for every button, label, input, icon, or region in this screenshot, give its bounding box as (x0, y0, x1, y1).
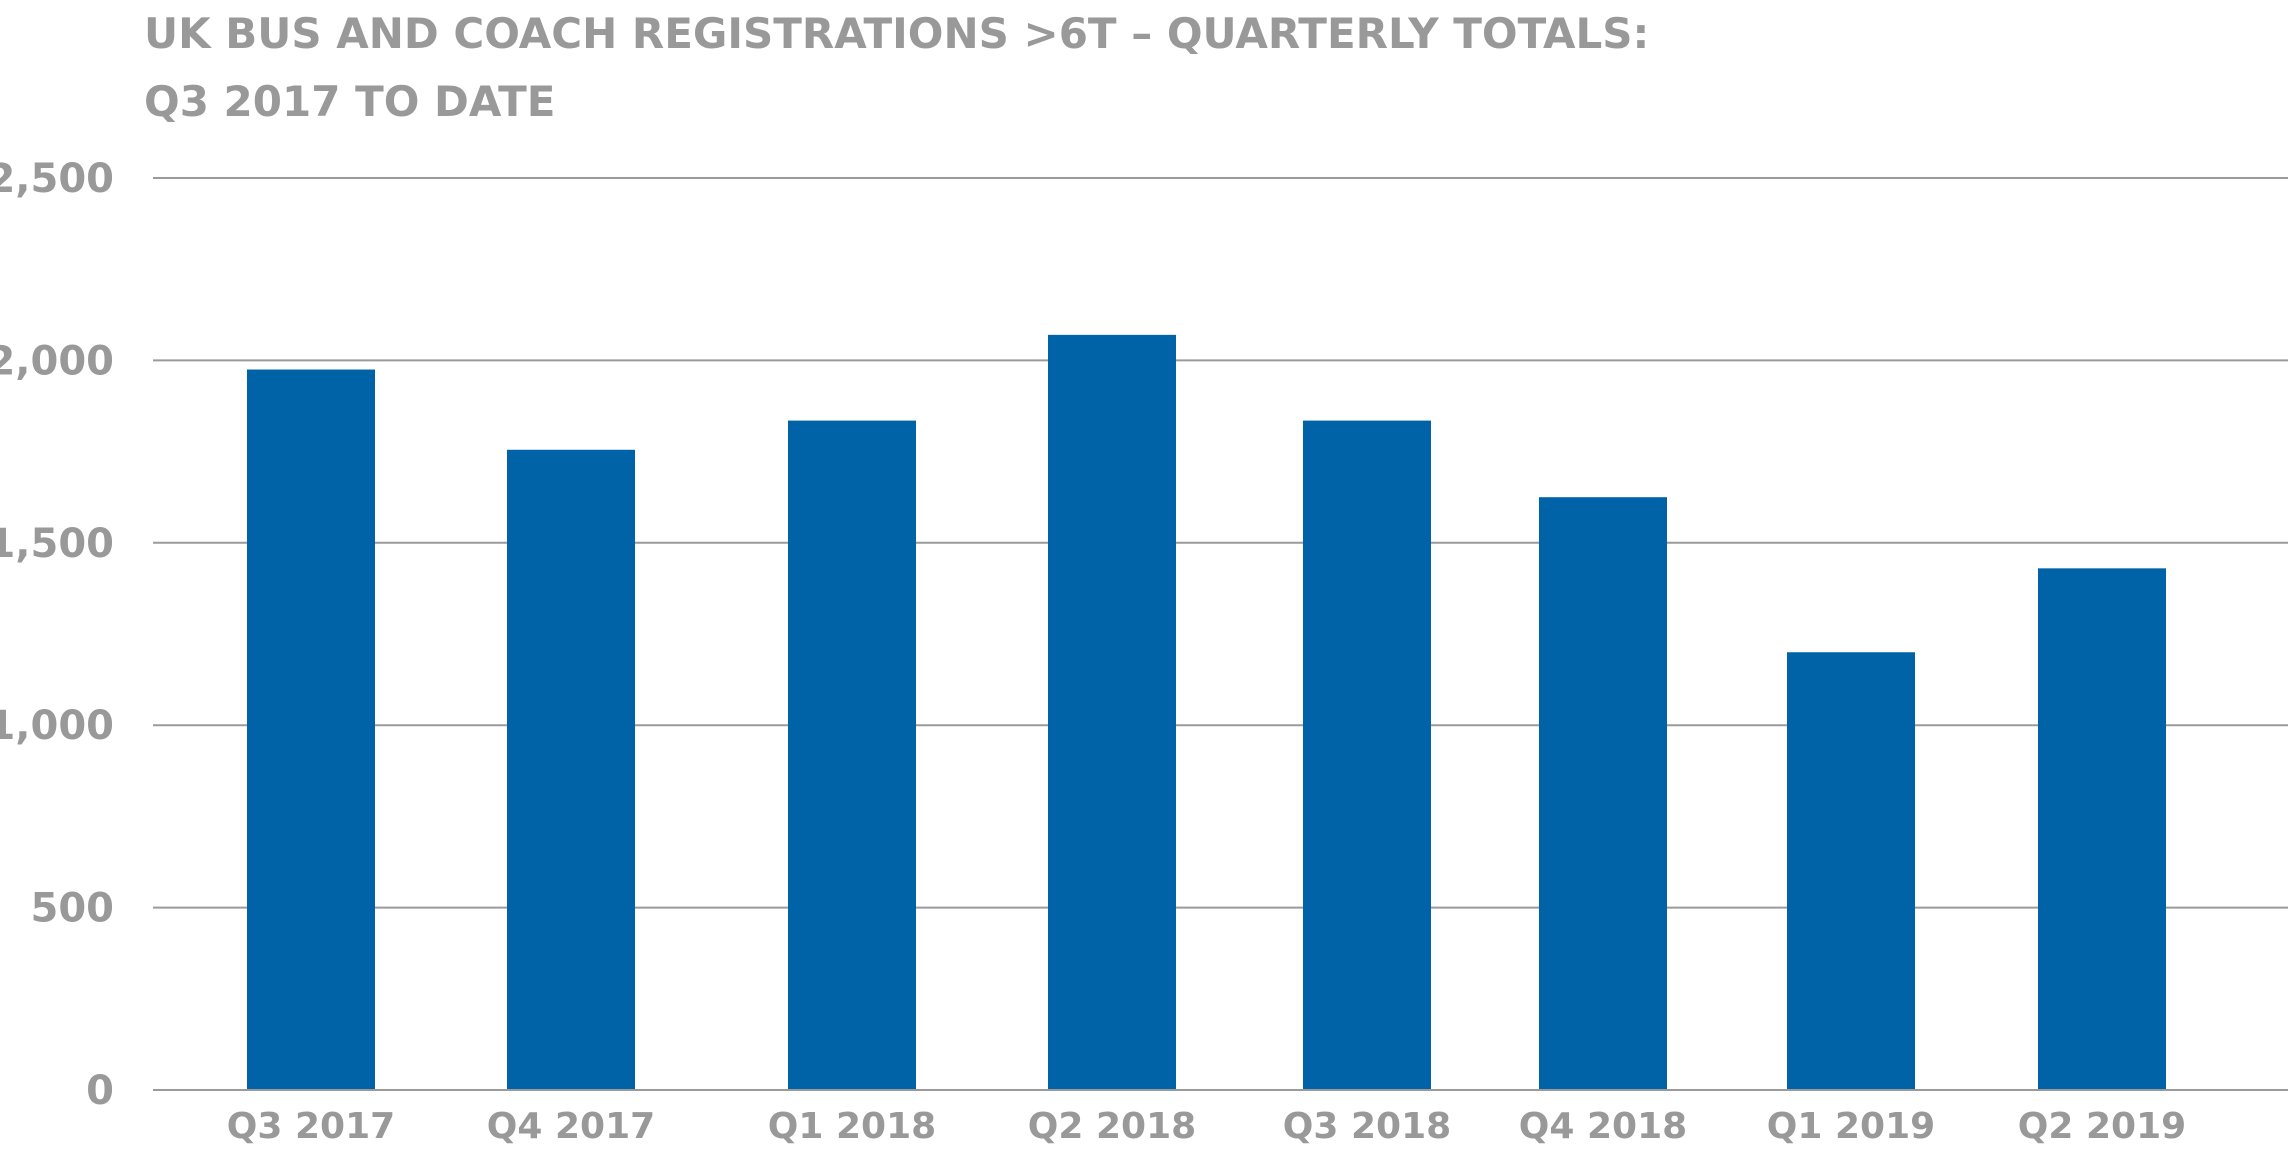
x-tick-label: Q3 2018 (1283, 1106, 1451, 1147)
x-tick-label: Q1 2019 (1767, 1106, 1935, 1147)
x-tick-label: Q2 2018 (1028, 1106, 1196, 1147)
x-tick-label: Q4 2017 (487, 1106, 655, 1147)
bar (247, 369, 375, 1090)
bars (247, 334, 2166, 1090)
bar (507, 449, 635, 1090)
bar (2038, 568, 2166, 1090)
x-tick-label: Q1 2018 (768, 1106, 936, 1147)
bar (1787, 652, 1915, 1090)
chart-title-line-2: Q3 2017 TO DATE (144, 77, 556, 126)
x-axis-category-labels: Q3 2017 Q4 2017 Q1 2018 Q2 2018 Q3 2018 Q4 20… (227, 1106, 2186, 1147)
bar (788, 420, 916, 1090)
y-tick-label: 0 (86, 1068, 114, 1114)
y-tick-label: 500 (31, 886, 115, 932)
x-tick-label: Q2 2019 (2018, 1106, 2186, 1147)
chart-title-line-1: UK BUS AND COACH REGISTRATIONS >6T – QUA… (144, 9, 1650, 58)
y-axis-tick-labels: 0 500 1,000 1,500 2,000 2,500 (0, 156, 114, 1114)
chart-title: UK BUS AND COACH REGISTRATIONS >6T – QUA… (144, 0, 1649, 136)
gridlines (153, 177, 2288, 909)
x-tick-label: Q4 2018 (1519, 1106, 1687, 1147)
y-tick-label: 1,500 (0, 521, 114, 567)
y-tick-label: 2,500 (0, 156, 114, 202)
y-tick-label: 2,000 (0, 338, 114, 384)
y-tick-label: 1,000 (0, 703, 114, 749)
x-tick-label: Q3 2017 (227, 1106, 395, 1147)
bar (1048, 334, 1176, 1090)
bar (1303, 420, 1431, 1090)
bar (1539, 497, 1667, 1090)
